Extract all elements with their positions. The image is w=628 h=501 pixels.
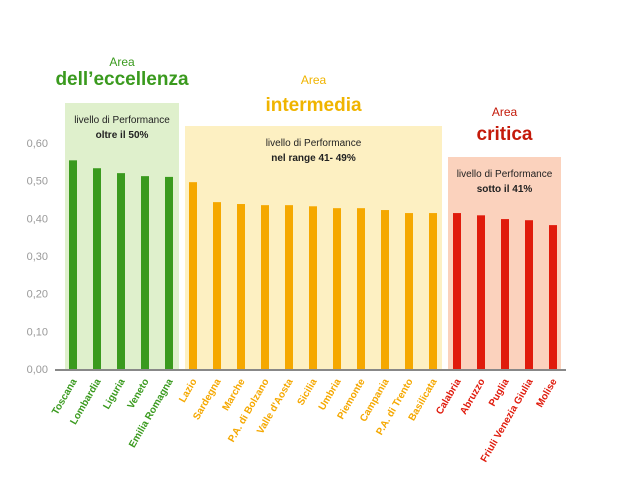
area-desc: livello di Performance [74, 115, 170, 126]
y-tick-label: 0,30 [27, 251, 48, 263]
bar-veneto [141, 176, 149, 369]
bar-puglia [501, 219, 509, 369]
x-tick-label: Sicilia [296, 377, 320, 408]
bar-piemonte [357, 208, 365, 369]
x-tick-label: Molise [535, 377, 560, 410]
bar-toscana [69, 160, 77, 369]
area-threshold: oltre il 50% [96, 130, 149, 141]
x-tick-label: Emilia Romagna [127, 377, 176, 450]
y-tick-label: 0,00 [27, 364, 48, 376]
y-tick-label: 0,40 [27, 213, 48, 225]
bar-emilia-romagna [165, 176, 173, 369]
area-title: critica [477, 124, 533, 145]
area-threshold: nel range 41- 49% [271, 153, 356, 164]
area-desc: livello di Performance [457, 169, 553, 180]
bar-p-a-di-trento [405, 213, 413, 369]
area-threshold: sotto il 41% [477, 184, 533, 195]
bar-umbria [333, 208, 341, 369]
bar-sardegna [213, 202, 221, 369]
area-label: Area [109, 55, 135, 69]
area-title: intermedia [265, 95, 362, 116]
area-label: Area [301, 73, 327, 87]
bar-basilicata [429, 213, 437, 369]
area-desc: livello di Performance [266, 138, 362, 149]
bar-marche [237, 204, 245, 369]
bar-friuli-venezia-giulia [525, 220, 533, 369]
bar-calabria [453, 213, 461, 369]
bar-lazio [189, 182, 197, 369]
y-tick-label: 0,60 [27, 138, 48, 150]
bar-abruzzo [477, 215, 485, 369]
y-tick-label: 0,20 [27, 289, 48, 301]
bar-p-a-di-bolzano [261, 205, 269, 369]
bar-molise [549, 225, 557, 369]
bar-lombardia [93, 168, 101, 369]
x-tick-label: Lazio [177, 377, 199, 405]
area-title: dell’eccellenza [55, 69, 189, 90]
bar-valle-d-aosta [285, 205, 293, 369]
x-tick-label: Liguria [101, 377, 127, 412]
bar-sicilia [309, 206, 317, 369]
y-tick-label: 0,50 [27, 176, 48, 188]
y-tick-label: 0,10 [27, 326, 48, 338]
bar-campania [381, 210, 389, 369]
bar-liguria [117, 173, 125, 369]
area-label: Area [492, 105, 518, 119]
x-tick-label: Veneto [126, 377, 152, 411]
x-tick-label: Puglia [487, 377, 512, 409]
